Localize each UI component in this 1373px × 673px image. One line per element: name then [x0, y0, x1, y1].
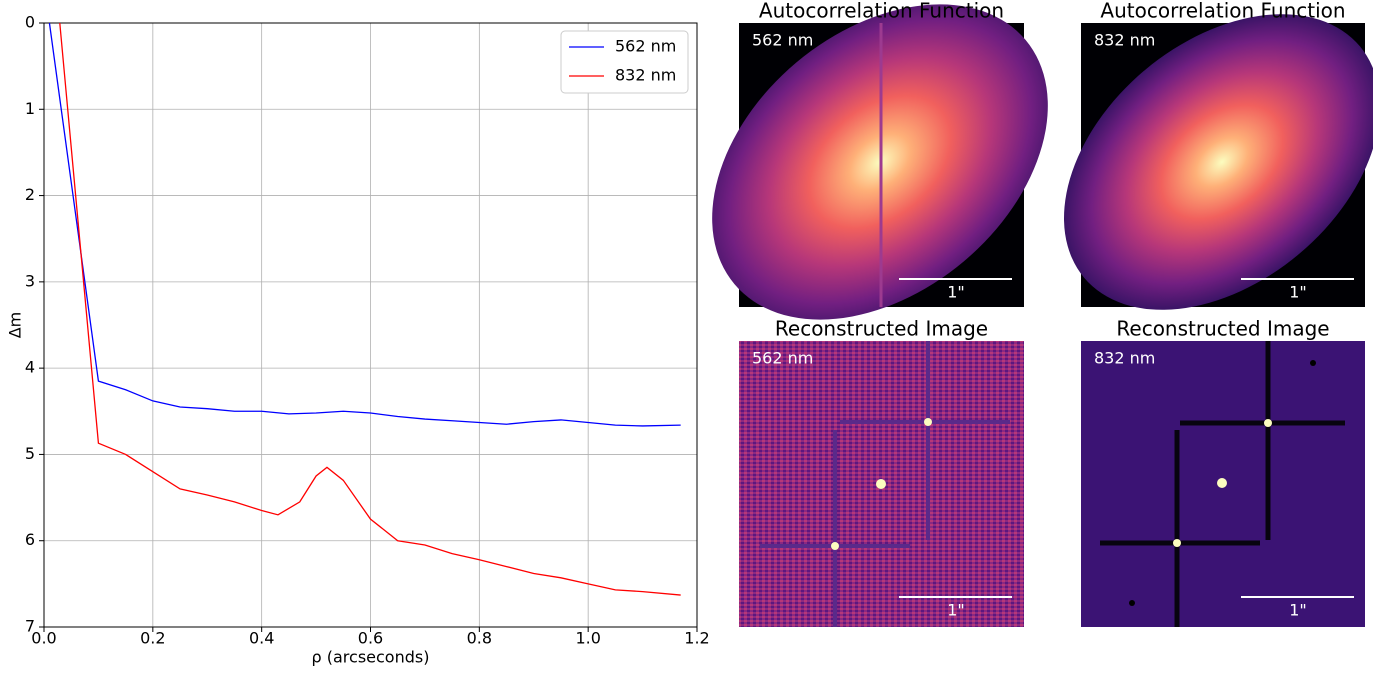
legend-label: 832 nm	[615, 66, 676, 85]
scale-label: 1"	[1289, 601, 1307, 620]
panel-label: 562 nm	[752, 31, 813, 50]
star	[876, 479, 886, 489]
panel-label: 832 nm	[1094, 349, 1155, 368]
y-tick-label: 4	[25, 358, 35, 377]
scale-label: 1"	[947, 601, 965, 620]
star	[924, 418, 932, 426]
x-axis-label: ρ (arcseconds)	[312, 648, 430, 667]
y-tick-label: 3	[25, 271, 35, 290]
scale-label: 1"	[1289, 283, 1307, 302]
acf-blob	[1064, 14, 1373, 310]
x-tick-label: 0.6	[358, 629, 383, 648]
lines	[48, 23, 681, 596]
series-line	[48, 23, 681, 427]
star	[831, 542, 839, 550]
image-panels	[712, 4, 1373, 627]
legend-label: 562 nm	[615, 37, 676, 56]
panel-label: 562 nm	[752, 349, 813, 368]
y-axis-label: Δm	[6, 312, 25, 339]
panel-title: Reconstructed Image	[1116, 317, 1329, 341]
artifact	[1310, 360, 1316, 366]
scale-label: 1"	[947, 283, 965, 302]
y-tick-label: 6	[25, 530, 35, 549]
y-tick-label: 2	[25, 185, 35, 204]
panel-title: Reconstructed Image	[775, 317, 988, 341]
x-tick-label: 1.2	[684, 629, 709, 648]
x-tick-label: 0.2	[140, 629, 165, 648]
star	[1217, 478, 1227, 488]
artifacts	[760, 341, 1010, 627]
x-tick-label: 1.0	[575, 629, 600, 648]
plot-frame	[43, 22, 698, 628]
y-tick-label: 5	[25, 444, 35, 463]
x-tick-label: 0.8	[467, 629, 492, 648]
series-line	[59, 23, 681, 596]
y-tick-label: 1	[25, 99, 35, 118]
panel-title: Autocorrelation Function	[1100, 0, 1345, 23]
y-tick-label: 7	[25, 617, 35, 636]
panel-title: Autocorrelation Function	[759, 0, 1004, 23]
artifact	[1129, 600, 1135, 606]
star	[1264, 419, 1272, 427]
x-tick-label: 0.0	[31, 629, 56, 648]
star	[1173, 539, 1181, 547]
x-tick-label: 0.4	[249, 629, 274, 648]
y-tick-label: 0	[25, 13, 35, 32]
panel-label: 832 nm	[1094, 31, 1155, 50]
